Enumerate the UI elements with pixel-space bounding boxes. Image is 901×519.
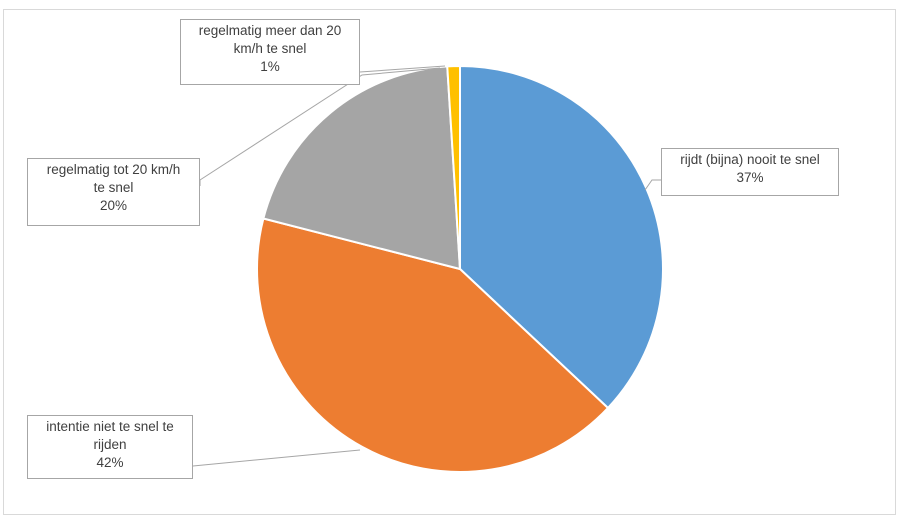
leader-lines (192, 65, 662, 467)
data-label-yellow-pct: 1% (260, 59, 280, 74)
data-label-blue-pct: 37% (736, 170, 764, 185)
data-label-orange-pct: 42% (96, 455, 124, 470)
data-label-gray-text2: te snel (93, 180, 134, 195)
data-label-yellow-text1: regelmatig meer dan 20 (198, 23, 342, 38)
data-label-orange: intentie niet te snel te rijden 42% (27, 415, 193, 479)
data-label-gray: regelmatig tot 20 km/h te snel 20% (27, 158, 200, 226)
data-label-yellow: regelmatig meer dan 20 km/h te snel 1% (180, 19, 360, 85)
leader-line-gray (199, 67, 441, 186)
leader-line-yellow (359, 65, 446, 73)
leader-line-blue (644, 179, 662, 191)
data-label-orange-text1: intentie niet te snel te (46, 419, 174, 434)
data-label-orange-text2: rijden (93, 437, 127, 452)
pie-slice-yellow (446, 64, 461, 270)
leader-line-orange (192, 449, 361, 467)
data-label-blue: rijdt (bijna) nooit te snel 37% (661, 148, 839, 196)
data-label-gray-text1: regelmatig tot 20 km/h (46, 162, 181, 177)
data-label-yellow-text2: km/h te snel (233, 41, 307, 56)
pie-slices (256, 64, 664, 473)
data-label-gray-pct: 20% (99, 198, 128, 213)
pie-slice-orange (256, 217, 610, 473)
data-label-blue-text: rijdt (bijna) nooit te snel (680, 152, 820, 167)
